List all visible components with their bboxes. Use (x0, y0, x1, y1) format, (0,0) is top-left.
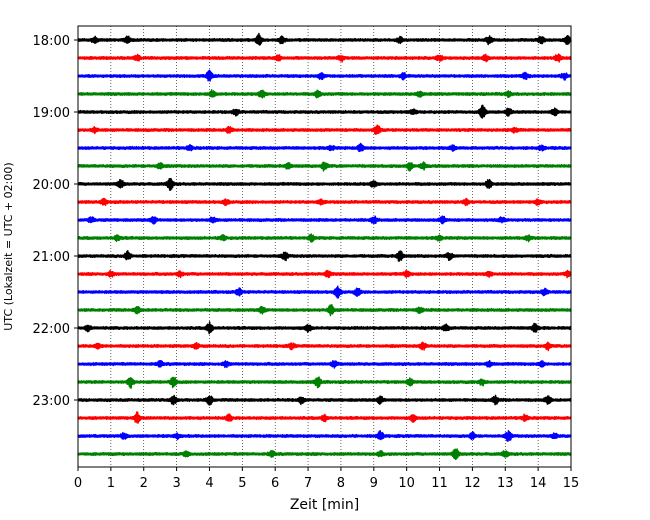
trace-line-1800 (77, 32, 572, 46)
trace-line-1845 (77, 89, 572, 99)
x-axis-ticks: 0 1 2 3 4 5 6 7 8 9 10 11 12 13 14 15 (74, 467, 579, 491)
x-tick-label: 8 (337, 476, 345, 491)
trace-line-2145 (77, 303, 572, 317)
y-axis-label: UTC (Lokalzeit = UTC + 02:00) (2, 162, 15, 330)
trace-line-2330 (77, 429, 572, 443)
x-axis-label: Zeit [min] (290, 497, 359, 513)
trace-line-1945 (77, 161, 572, 172)
x-tick-label: 15 (563, 476, 580, 491)
x-tick-label: 13 (497, 476, 514, 491)
trace-line-2245 (77, 376, 572, 389)
x-tick-label: 7 (304, 476, 312, 491)
trace-line-2215 (77, 341, 572, 352)
y-tick-label: 23:00 (33, 394, 70, 409)
y-tick-label: 19:00 (33, 106, 70, 121)
trace-line-2345 (77, 448, 572, 461)
x-tick-label: 0 (74, 476, 82, 491)
x-tick-label: 4 (205, 476, 213, 491)
trace-line-1815 (77, 53, 572, 63)
trace-line-1915 (77, 124, 572, 135)
x-tick-label: 9 (370, 476, 378, 491)
trace-line-2115 (77, 269, 572, 279)
y-tick-label: 18:00 (33, 34, 70, 49)
trace-line-2315 (77, 411, 572, 424)
y-tick-label: 20:00 (33, 178, 70, 193)
x-tick-label: 6 (271, 476, 279, 491)
x-tick-label: 12 (464, 476, 481, 491)
trace-line-2045 (77, 233, 572, 243)
trace-line-2230 (77, 359, 572, 369)
trace-line-1930 (77, 142, 572, 153)
x-tick-label: 5 (238, 476, 246, 491)
trace-line-2030 (77, 215, 572, 225)
plot-frame (77, 25, 572, 468)
trace-line-1830 (77, 69, 572, 82)
trace-line-2015 (77, 197, 572, 207)
trace-lines (77, 32, 572, 461)
x-tick-label: 1 (107, 476, 115, 491)
trace-line-2100 (77, 250, 572, 262)
x-tick-label: 10 (398, 476, 415, 491)
plot-area (78, 26, 571, 467)
x-tick-label: 2 (140, 476, 148, 491)
x-tick-label: 11 (431, 476, 448, 491)
trace-line-2130 (77, 285, 572, 299)
trace-line-2200 (77, 321, 572, 335)
x-tick-label: 3 (172, 476, 180, 491)
y-tick-label: 21:00 (33, 250, 70, 265)
trace-line-2300 (77, 394, 572, 406)
y-tick-label: 22:00 (33, 322, 70, 337)
trace-line-2000 (77, 177, 572, 191)
trace-line-1900 (77, 104, 572, 119)
y-axis-ticks: 18:00 19:00 20:00 21:00 22:00 23:00 (33, 34, 78, 409)
x-tick-label: 14 (530, 476, 547, 491)
